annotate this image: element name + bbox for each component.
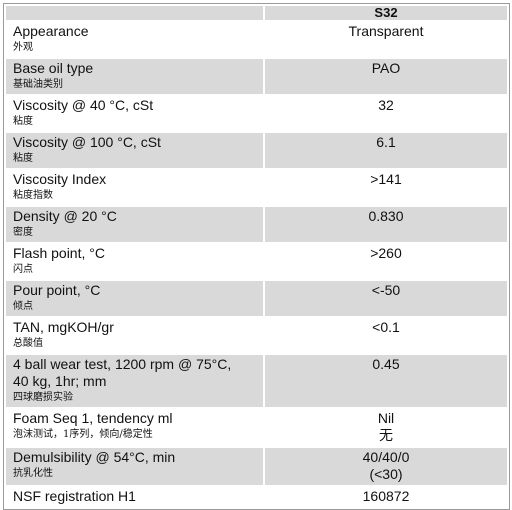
value: 无 [379, 427, 393, 443]
value: >141 [370, 171, 402, 187]
property-cell: Pour point, °C 倾点 [6, 281, 263, 316]
property-name: Viscosity Index [13, 171, 107, 187]
row: Viscosity Index 粘度指数 >141 [6, 170, 507, 205]
property-cell: TAN, mgKOH/gr 总酸值 [6, 318, 263, 353]
property-name: Foam Seq 1, tendency ml [13, 410, 173, 426]
value: 6.1 [376, 134, 396, 150]
value: 160872 [362, 488, 410, 504]
row: TAN, mgKOH/gr 总酸值 <0.1 [6, 318, 507, 353]
property-name-zh: 外观 [13, 42, 33, 53]
row: Pour point, °C 倾点 <-50 [6, 281, 507, 316]
property-name-zh: 闪点 [13, 264, 33, 275]
property-cell: NSF registration H1 [6, 487, 263, 507]
property-name-zh: 倾点 [13, 301, 33, 312]
value: <0.1 [372, 319, 400, 335]
property-name-zh: 四球磨损实验 [13, 392, 73, 403]
value-cell: 160872 [265, 487, 507, 507]
property-name-zh: 密度 [13, 227, 33, 238]
value: (<30) [369, 466, 403, 482]
value: Nil [377, 410, 395, 426]
value: 0.830 [368, 208, 404, 224]
value-cell: <0.1 [265, 318, 507, 353]
value-cell: PAO [265, 59, 507, 94]
value-cell: 40/40/0 (<30) [265, 448, 507, 485]
property-name: Viscosity @ 100 °C, cSt [13, 134, 161, 150]
property-cell: Demulsibility @ 54°C, min 抗乳化性 [6, 448, 263, 485]
value: >260 [370, 245, 402, 261]
row: Viscosity @ 40 °C, cSt 粘度 32 [6, 96, 507, 131]
row: Base oil type 基础油类别 PAO [6, 59, 507, 94]
property-cell: Viscosity Index 粘度指数 [6, 170, 263, 205]
property-name: TAN, mgKOH/gr [13, 319, 114, 335]
row: Viscosity @ 100 °C, cSt 粘度 6.1 [6, 133, 507, 168]
value-cell: 32 [265, 96, 507, 131]
property-cell: Base oil type 基础油类别 [6, 59, 263, 94]
value-cell: 0.45 [265, 355, 507, 407]
table-body: S32 Appearance 外观 Transparent Base oil type 基… [6, 6, 507, 507]
value: 0.45 [372, 356, 400, 372]
property-name-zh: 粘度 [13, 153, 33, 164]
property-name-zh: 总酸值 [13, 338, 43, 349]
property-name: Base oil type [13, 60, 94, 76]
value-cell: Transparent [265, 22, 507, 57]
value: 32 [378, 97, 394, 113]
property-cell: Viscosity @ 100 °C, cSt 粘度 [6, 133, 263, 168]
property-cell: Flash point, °C 闪点 [6, 244, 263, 279]
spec-table: S32 Appearance 外观 Transparent Base oil type 基… [3, 3, 510, 510]
row: Density @ 20 °C 密度 0.830 [6, 207, 507, 242]
header-cell: S32 [265, 6, 507, 20]
property-name: Pour point, °C [13, 282, 101, 298]
value: 40/40/0 [362, 449, 410, 465]
property-cell: Viscosity @ 40 °C, cSt 粘度 [6, 96, 263, 131]
row: NSF registration H1 160872 [6, 487, 507, 507]
value-cell: 0.830 [265, 207, 507, 242]
header-row: S32 [6, 6, 507, 20]
property-name: Appearance [13, 23, 89, 39]
property-cell: Density @ 20 °C 密度 [6, 207, 263, 242]
row: Flash point, °C 闪点 >260 [6, 244, 507, 279]
row: 4 ball wear test, 1200 rpm @ 75°C, 40 kg,… [6, 355, 507, 407]
value-cell: Nil 无 [265, 409, 507, 446]
property-cell: Foam Seq 1, tendency ml 泡沫测试，1序列，倾向/稳定性 [6, 409, 263, 446]
row: Appearance 外观 Transparent [6, 22, 507, 57]
property-name: NSF registration H1 [13, 488, 136, 504]
property-name: 40 kg, 1hr; mm [13, 373, 107, 389]
value: Transparent [348, 23, 424, 39]
value-cell: >141 [265, 170, 507, 205]
property-cell: Appearance 外观 [6, 22, 263, 57]
row: Demulsibility @ 54°C, min 抗乳化性 40/40/0 (<30… [6, 448, 507, 485]
value-cell: 6.1 [265, 133, 507, 168]
property-name: Viscosity @ 40 °C, cSt [13, 97, 154, 113]
property-name: Flash point, °C [13, 245, 105, 261]
property-name: 4 ball wear test, 1200 rpm @ 75°C, [13, 356, 232, 372]
property-cell: 4 ball wear test, 1200 rpm @ 75°C, 40 kg,… [6, 355, 263, 407]
row: Foam Seq 1, tendency ml 泡沫测试，1序列，倾向/稳定性 Ni… [6, 409, 507, 446]
property-name-zh: 粘度指数 [13, 190, 53, 201]
property-name-zh: 抗乳化性 [13, 468, 53, 479]
value: PAO [371, 60, 401, 76]
header-cell [6, 6, 263, 20]
value: <-50 [371, 282, 401, 298]
property-name: Demulsibility @ 54°C, min [13, 449, 176, 465]
value-cell: >260 [265, 244, 507, 279]
property-name-zh: 泡沫测试，1序列，倾向/稳定性 [13, 429, 153, 440]
property-name-zh: 粘度 [13, 116, 33, 127]
value-cell: <-50 [265, 281, 507, 316]
property-name: Density @ 20 °C [13, 208, 117, 224]
property-name-zh: 基础油类别 [13, 79, 63, 90]
